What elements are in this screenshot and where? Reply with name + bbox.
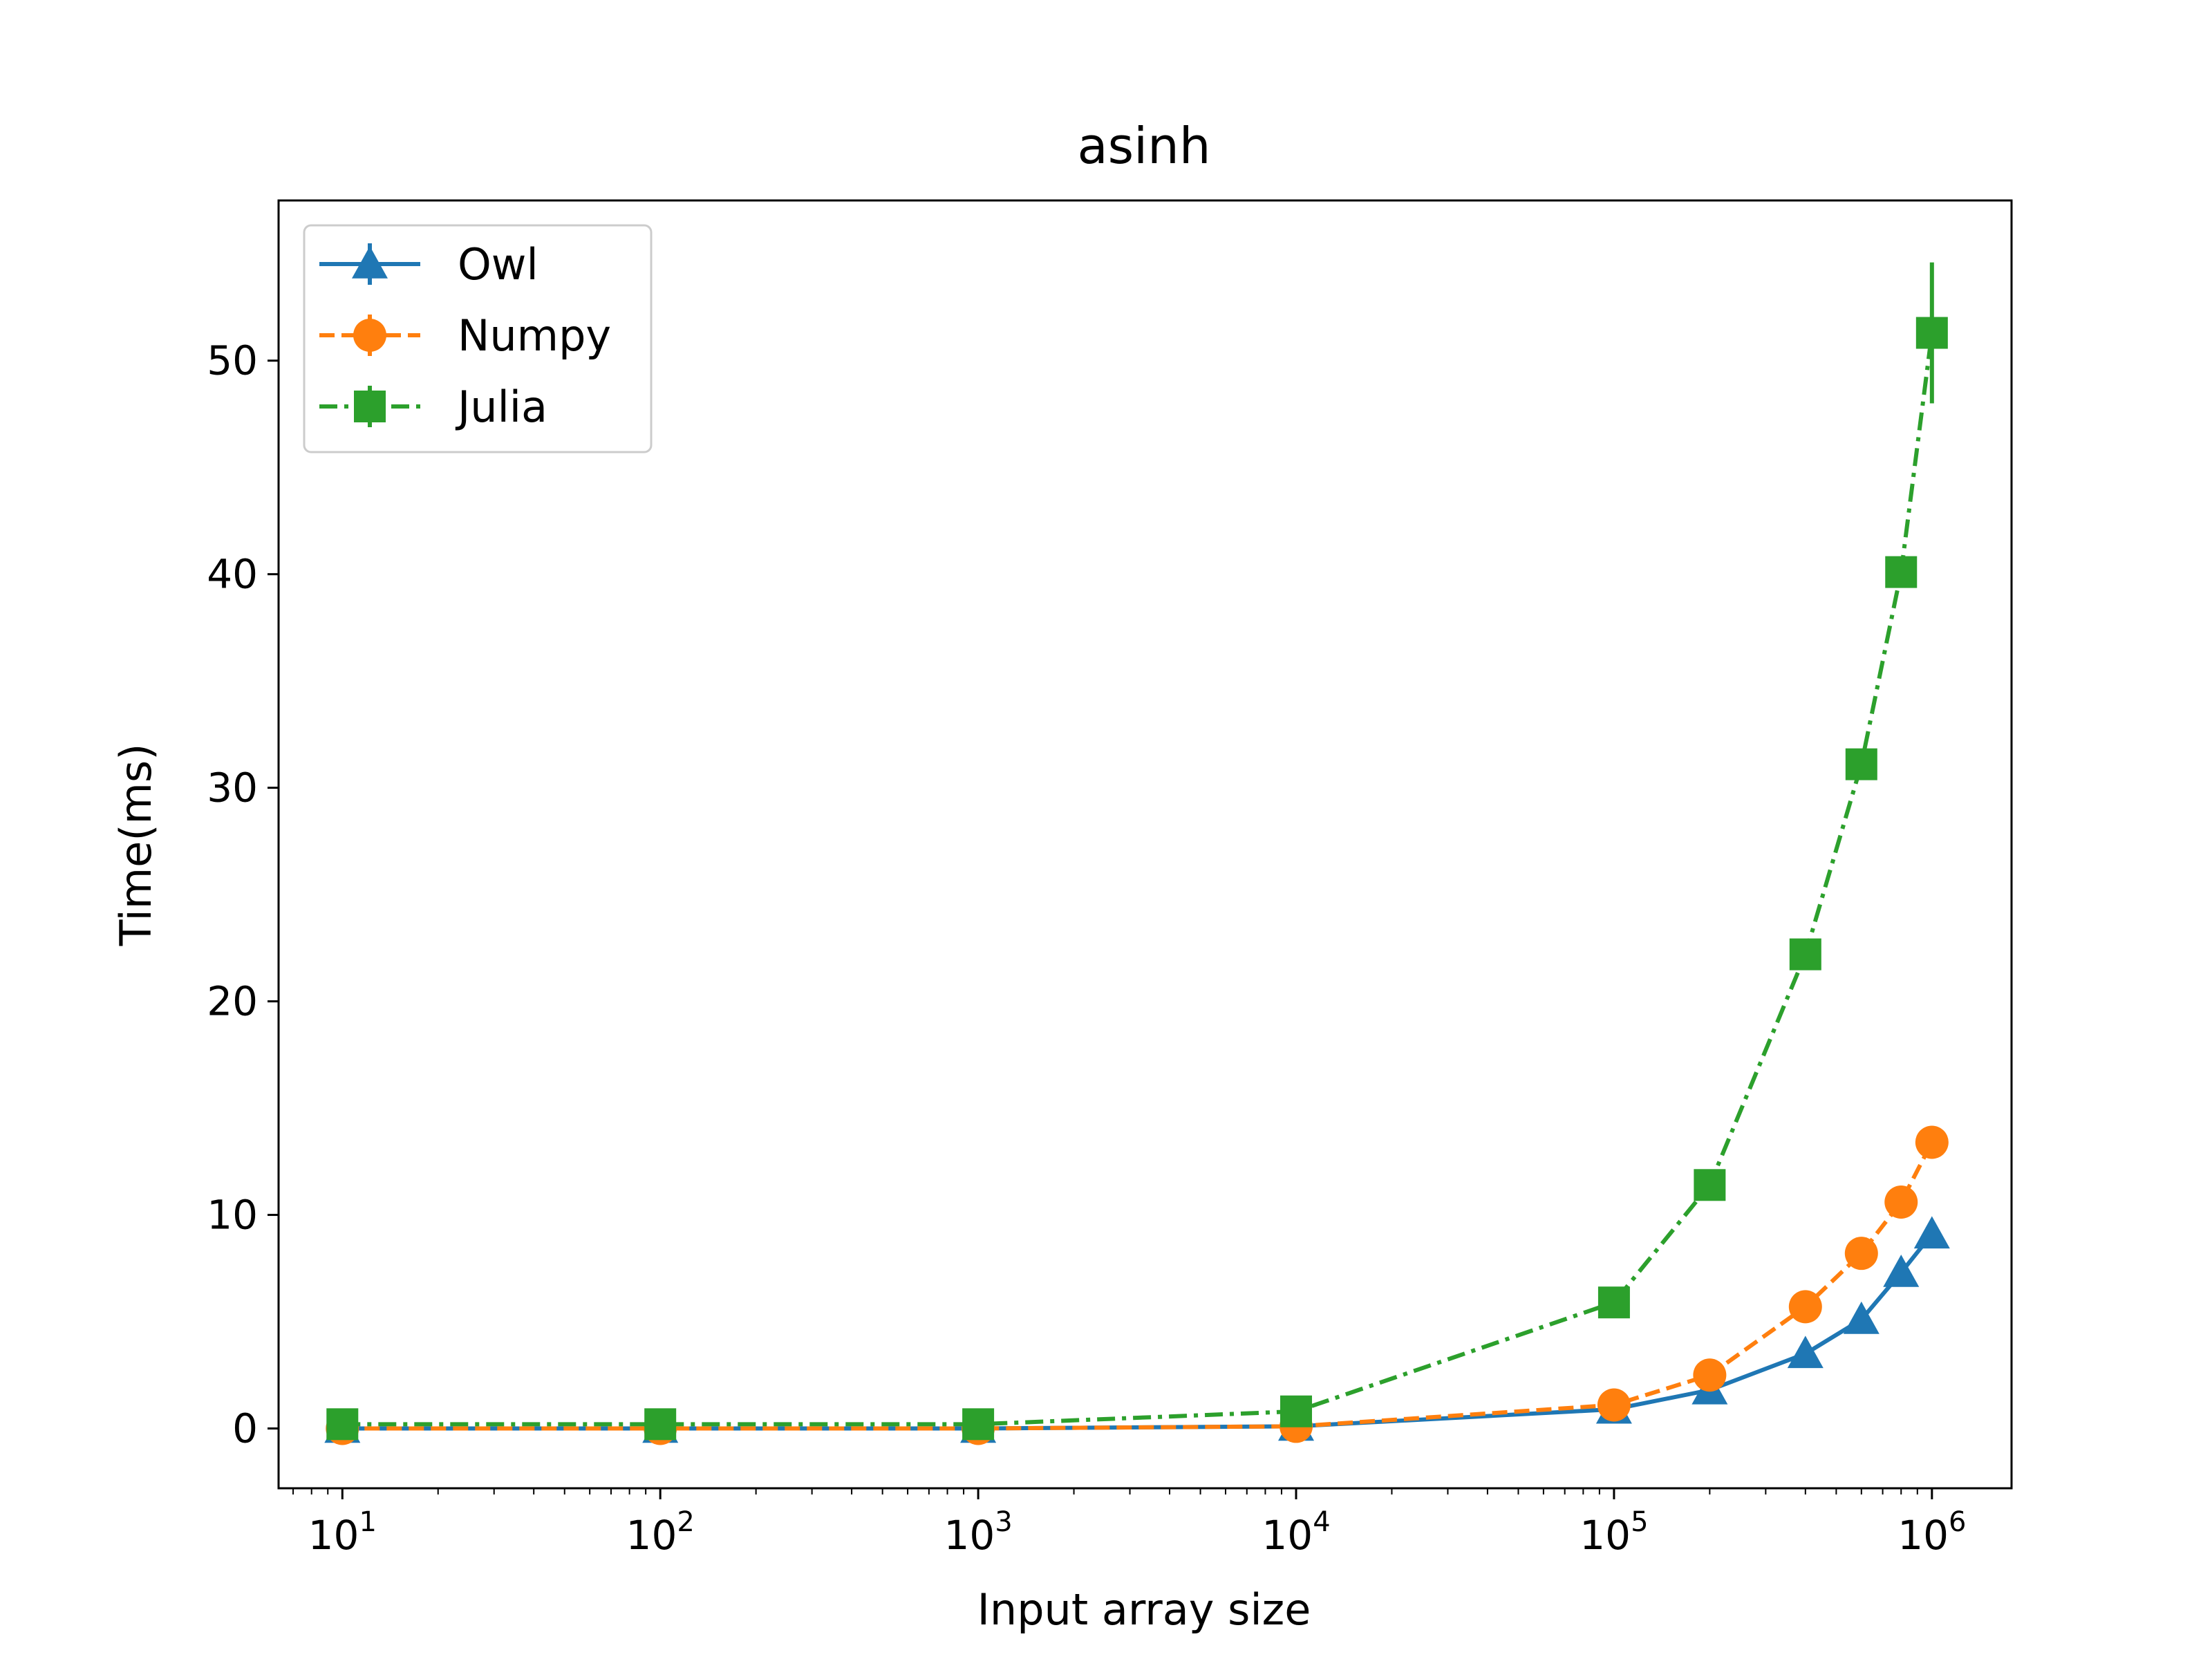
x-tick-label: 104 bbox=[1262, 1506, 1330, 1559]
y-tick-label: 40 bbox=[207, 551, 258, 598]
data-point-numpy bbox=[1788, 1290, 1822, 1324]
legend-marker bbox=[353, 319, 386, 352]
plot-frame bbox=[277, 199, 2013, 1490]
data-point-julia bbox=[1845, 748, 1877, 780]
series-layer bbox=[324, 262, 1950, 1445]
x-tick-label: 101 bbox=[308, 1506, 377, 1559]
data-point-julia bbox=[1597, 1286, 1630, 1319]
x-tick-label: 103 bbox=[944, 1506, 1012, 1559]
data-point-numpy bbox=[1597, 1388, 1631, 1422]
data-point-julia bbox=[1885, 556, 1918, 588]
data-point-julia bbox=[326, 1408, 359, 1441]
y-tick-label: 20 bbox=[207, 978, 258, 1025]
data-point-julia bbox=[1694, 1169, 1726, 1201]
data-point-owl bbox=[1787, 1335, 1824, 1369]
legend-label: Julia bbox=[455, 382, 547, 432]
data-point-numpy bbox=[1844, 1237, 1878, 1271]
series-line-numpy bbox=[342, 1141, 1934, 1431]
data-point-numpy bbox=[1693, 1358, 1727, 1392]
x-axis-label: Input array size bbox=[977, 1584, 1311, 1635]
y-tick-label: 30 bbox=[207, 765, 258, 812]
chart-title: asinh bbox=[1078, 117, 1211, 175]
legend-entry-owl: Owl bbox=[319, 239, 538, 290]
data-point-julia bbox=[644, 1408, 677, 1441]
legend-entry-julia: Julia bbox=[319, 382, 547, 432]
legend-marker bbox=[352, 246, 388, 279]
legend-entries: Owl Numpy Julia bbox=[319, 239, 611, 432]
legend-box bbox=[303, 224, 653, 453]
y-tick-label: 50 bbox=[207, 337, 258, 384]
legend-label: Owl bbox=[458, 239, 538, 290]
x-tick-label: 105 bbox=[1580, 1506, 1648, 1559]
data-point-owl bbox=[1843, 1301, 1880, 1334]
x-tick-label: 106 bbox=[1897, 1506, 1966, 1559]
y-tick-label: 10 bbox=[207, 1192, 258, 1239]
y-axis-label: Time(ms) bbox=[111, 744, 161, 947]
data-point-julia bbox=[1915, 317, 1948, 349]
data-point-julia bbox=[1280, 1395, 1313, 1427]
legend: Owl Numpy Julia bbox=[303, 224, 653, 453]
data-point-owl bbox=[1883, 1254, 1920, 1287]
legend-marker bbox=[354, 391, 386, 422]
x-tick-label: 102 bbox=[626, 1506, 695, 1559]
data-point-numpy bbox=[1884, 1185, 1918, 1219]
data-point-numpy bbox=[1915, 1125, 1949, 1159]
data-point-julia bbox=[962, 1408, 995, 1441]
legend-label: Numpy bbox=[458, 310, 611, 361]
series-line-julia bbox=[342, 332, 1934, 1427]
data-point-owl bbox=[1913, 1216, 1950, 1249]
data-point-julia bbox=[1789, 938, 1821, 971]
y-tick-label: 0 bbox=[232, 1405, 258, 1452]
axis-layer: 101 102 103 104 105 106 0 10 20 30 40 50 bbox=[207, 337, 1966, 1559]
legend-entry-numpy: Numpy bbox=[319, 310, 611, 361]
series-julia bbox=[326, 262, 1948, 1441]
